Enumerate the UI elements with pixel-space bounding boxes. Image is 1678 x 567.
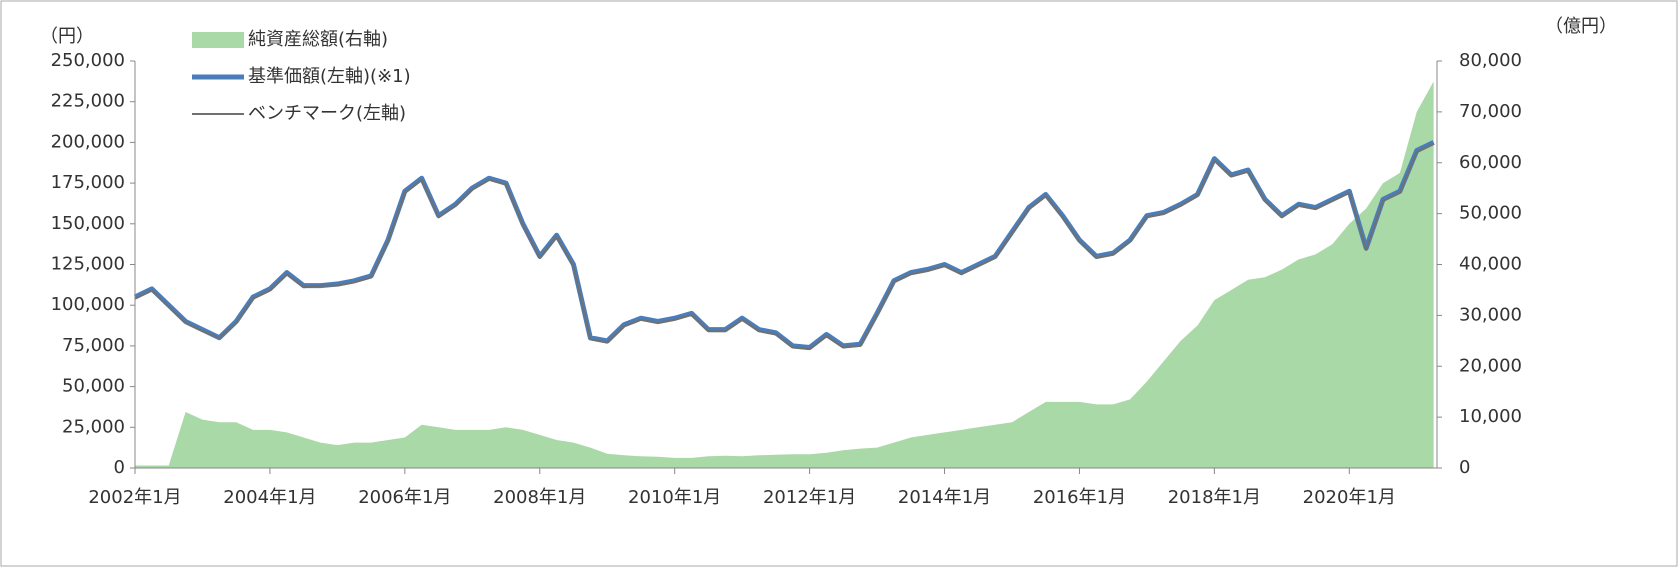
- x-tick-label: 2008年1月: [493, 487, 586, 508]
- y-tick-label: 100,000: [51, 294, 125, 315]
- y-tick-label: 250,000: [51, 50, 125, 71]
- y2-tick-label: 30,000: [1459, 304, 1522, 325]
- y2-tick-label: 40,000: [1459, 254, 1522, 275]
- y-tick-label: 75,000: [62, 335, 125, 356]
- y2-tick-label: 20,000: [1459, 355, 1522, 376]
- x-tick-label: 2002年1月: [88, 487, 181, 508]
- line: [134, 143, 1435, 351]
- y-tick-label: 200,000: [51, 131, 125, 152]
- x-tick-label: 2020年1月: [1303, 487, 1396, 508]
- y2-tick-label: 50,000: [1459, 203, 1522, 224]
- legend-swatch: [192, 32, 244, 48]
- y-tick-label: 225,000: [51, 91, 125, 112]
- x-tick-label: 2004年1月: [223, 487, 316, 508]
- y2-tick-label: 80,000: [1459, 50, 1522, 71]
- y-tick-label: 50,000: [62, 376, 125, 397]
- legend-label: 純資産総額(右軸): [248, 29, 388, 50]
- y2-tick-label: 0: [1459, 457, 1470, 478]
- y-tick-label: 150,000: [51, 213, 125, 234]
- x-tick-label: 2018年1月: [1168, 487, 1261, 508]
- y-tick-label: 25,000: [62, 416, 125, 437]
- y-tick-label: 175,000: [51, 172, 125, 193]
- x-tick-label: 2006年1月: [358, 487, 451, 508]
- x-tick-label: 2016年1月: [1033, 487, 1126, 508]
- y2-tick-label: 60,000: [1459, 152, 1522, 173]
- y2-tick-label: 10,000: [1459, 406, 1522, 427]
- legend-label: ベンチマーク(左軸): [248, 103, 406, 124]
- legend-label: 基準価額(左軸)(※1): [248, 66, 411, 87]
- y2-unit: （億円）: [1545, 16, 1617, 37]
- y-tick-label: 0: [114, 457, 125, 478]
- y2-tick-label: 70,000: [1459, 101, 1522, 122]
- area: [135, 81, 1434, 468]
- y-tick-label: 125,000: [51, 254, 125, 275]
- x-tick-label: 2014年1月: [898, 487, 991, 508]
- y-unit: （円）: [40, 26, 94, 47]
- x-tick-label: 2010年1月: [628, 487, 721, 508]
- line: [133, 140, 1435, 351]
- x-tick-label: 2012年1月: [763, 487, 856, 508]
